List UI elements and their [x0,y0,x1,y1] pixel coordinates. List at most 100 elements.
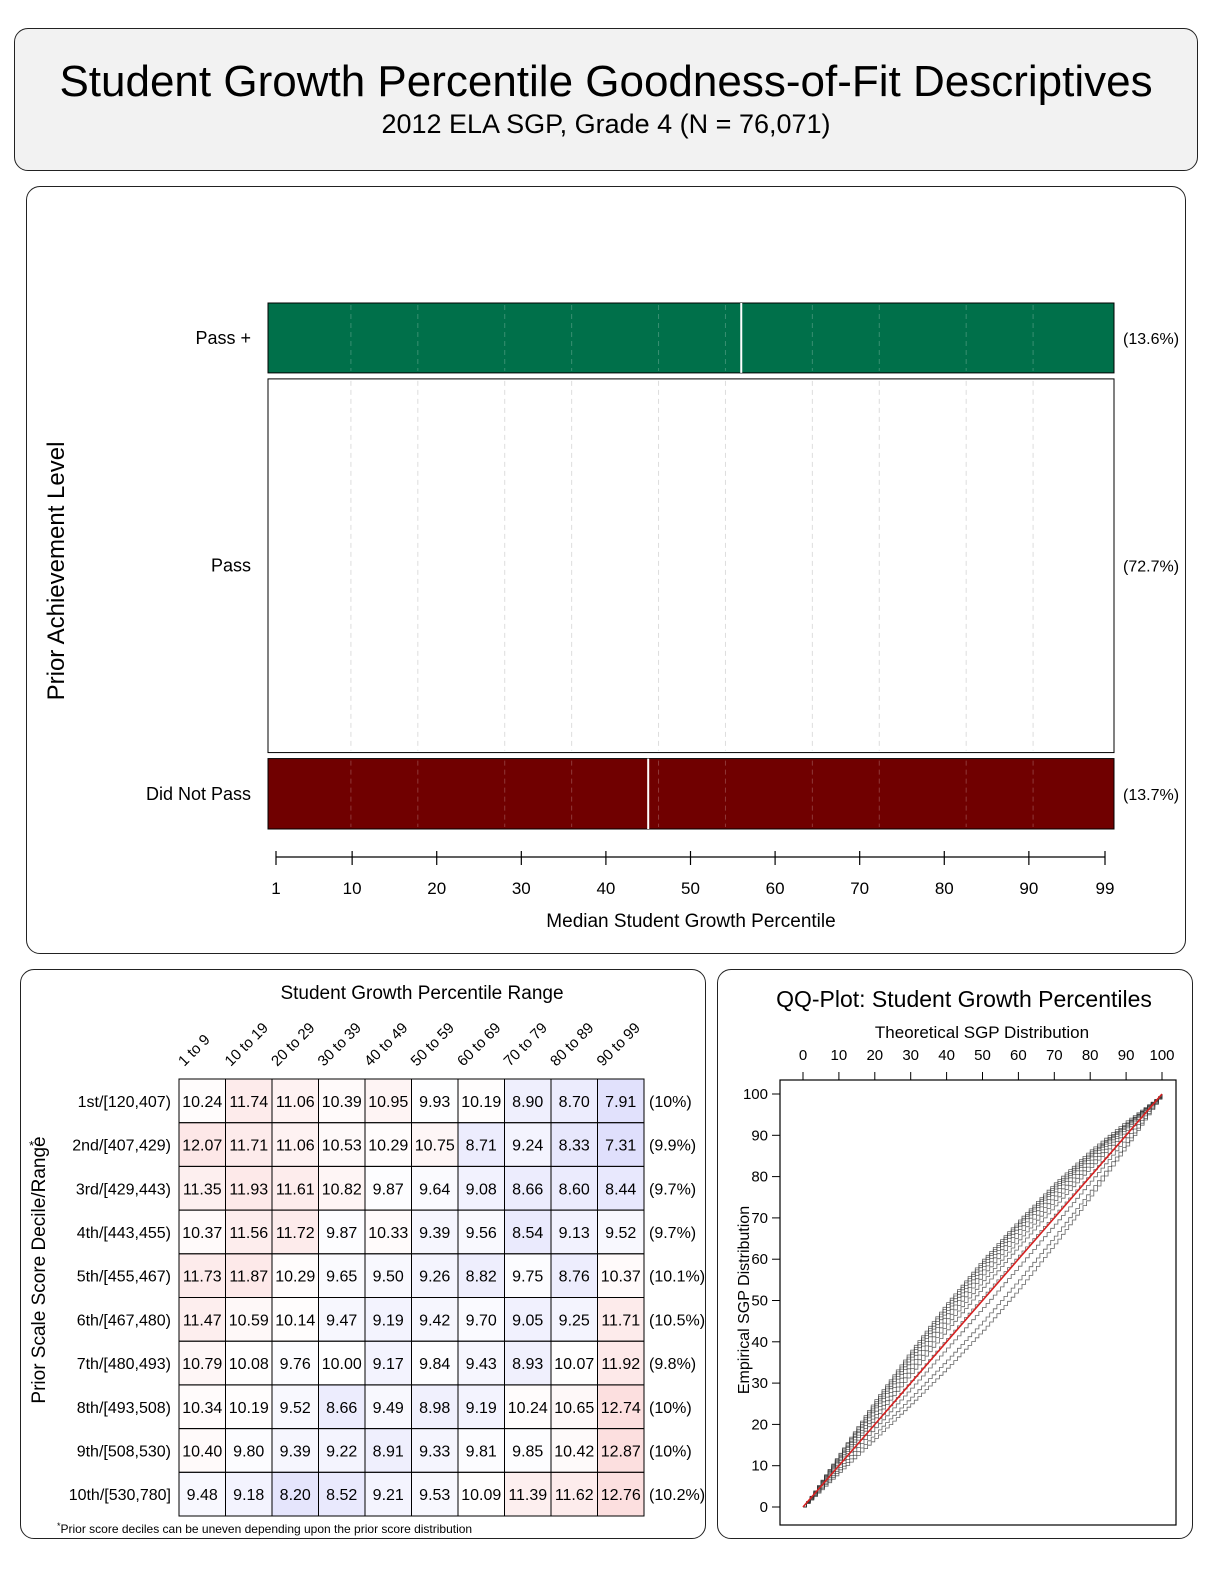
table-cell [597,1340,645,1386]
table-cell-value: 9.13 [559,1225,590,1242]
table-cell [597,1471,645,1517]
table-cell [457,1253,505,1298]
bar-x-tick-label: 99 [1096,879,1115,898]
table-cell-value: 10.82 [322,1181,362,1198]
table-footnote-text: Prior score deciles can be uneven depend… [61,1522,473,1536]
table-cell-value: 9.81 [466,1443,497,1460]
bar-y-axis-label: Prior Achievement Level [43,442,70,701]
table-cell-value: 11.93 [229,1181,268,1198]
qq-series-line [803,1094,1163,1508]
table-cell [271,1428,319,1473]
bar-x-tick-label: 60 [766,879,785,898]
bar-category-label: Pass + [195,328,251,348]
table-cell-value: 8.44 [605,1181,636,1198]
bar-percent-label: (72.7%) [1123,559,1179,576]
table-cell-value: 10.07 [554,1356,594,1373]
table-cell-value: 10.19 [229,1400,269,1417]
table-cell [364,1078,412,1124]
table-cell-value: 10.37 [601,1269,641,1286]
table-cell [411,1297,459,1342]
table-row-label: 1st/[120,407) [78,1094,171,1111]
table-row-percent: (10.2%) [649,1487,705,1504]
table-cell [225,1471,273,1517]
table-row: 10.40 9.80 9.39 9.22 8.91 9.33 9.81 9.85 10.42 12… [178,1428,645,1473]
table-row-label: 7th/[480,493) [77,1356,171,1373]
bar-x-tick-label: 70 [850,879,869,898]
table-cell-value: 7.91 [605,1094,636,1111]
table-cell-value: 10.33 [368,1225,408,1242]
table-cell-value: 9.26 [419,1269,450,1286]
table-row-label: 5th/[455,467) [77,1269,171,1286]
table-cell-value: 11.74 [229,1094,268,1111]
qq-x-tick-label: 30 [902,1047,919,1064]
table-cell [597,1428,645,1473]
table-cell [597,1384,645,1430]
table-cell [411,1471,459,1517]
table-cell-value: 9.64 [419,1181,450,1198]
table-cell-value: 9.17 [373,1356,404,1373]
table-cell-value: 8.91 [373,1443,404,1460]
qq-y-tick-label: 0 [760,1499,768,1516]
table-row-label: 3rd/[429,443) [76,1181,171,1198]
table-cell [504,1297,552,1342]
qq-reference-line [802,1093,1163,1508]
table-cell [178,1253,226,1298]
table-column-label: 70 to 79 [501,1019,551,1069]
table-cell-value: 10.40 [182,1443,222,1460]
qq-plot-frame [779,1079,1177,1526]
table-cell [411,1384,459,1430]
table-cell-value: 10.24 [508,1400,548,1417]
table-cell-value: 9.39 [280,1443,311,1460]
table-column-label: 50 to 59 [408,1019,458,1069]
qq-y-axis-label: Empirical SGP Distribution [736,1206,753,1394]
qq-y-tick-label: 70 [751,1210,768,1227]
table-cell-value: 9.53 [419,1487,450,1504]
table-cell-value: 9.33 [419,1443,450,1460]
table-cell [504,1078,552,1124]
table-cell-value: 8.71 [466,1138,497,1155]
table-title: Student Growth Percentile Range [280,983,563,1004]
table-cell-value: 12.07 [182,1138,222,1155]
qq-series-line [803,1094,1163,1508]
table-row-percent: (10%) [649,1443,692,1460]
table-column-label: 1 to 9 [175,1031,214,1070]
table-cell [271,1078,319,1124]
table-cell-value: 9.52 [605,1225,636,1242]
table-cell-value: 9.05 [512,1312,543,1329]
bar-x-tick-label: 50 [681,879,700,898]
table-cell-value: 9.08 [466,1181,497,1198]
table-row: 12.07 11.71 11.06 10.53 10.29 10.75 8.71 9.24 8.… [178,1122,645,1167]
table-cell-value: 9.75 [512,1269,543,1286]
table-cell-value: 10.09 [461,1487,501,1504]
qq-y-tick-label: 50 [751,1293,768,1310]
table-row-label: 9th/[508,530) [77,1443,171,1460]
table-cell-value: 11.61 [276,1181,315,1198]
table-cell [597,1165,645,1211]
table-cell-value: 8.54 [512,1225,543,1242]
table-row-marker: * [29,1138,34,1153]
table-cell [364,1471,412,1517]
table-cell-value: 8.90 [512,1094,543,1111]
qq-x-axis-label: Theoretical SGP Distribution [875,1023,1089,1042]
table-cell-value: 8.98 [419,1400,450,1417]
table-row-percent: (10%) [649,1094,692,1111]
qq-x-tick-label: 20 [866,1047,883,1064]
table-cell-value: 8.70 [559,1094,590,1111]
table-cell [271,1122,319,1167]
table-cell [457,1340,505,1386]
table-cell-value: 11.87 [229,1269,268,1286]
table-cell [318,1297,366,1342]
table-cell [504,1122,552,1167]
table-cell-value: 11.47 [183,1312,222,1329]
bar-x-tick-label: 80 [935,879,954,898]
bar-x-tick-label: 10 [343,879,362,898]
qq-x-tick-label: 50 [974,1047,991,1064]
sgp-range-table: Student Growth Percentile Range Prior Sc… [29,983,705,1536]
table-cell [318,1122,366,1167]
table-cell-value: 11.72 [276,1225,315,1242]
table-cell-value: 9.56 [466,1225,497,1242]
table-cell [225,1297,273,1342]
table-row-label: 4th/[443,455) [77,1225,171,1242]
table-cell-value: 9.47 [326,1312,357,1329]
bar-percent-label: (13.6%) [1123,331,1179,348]
